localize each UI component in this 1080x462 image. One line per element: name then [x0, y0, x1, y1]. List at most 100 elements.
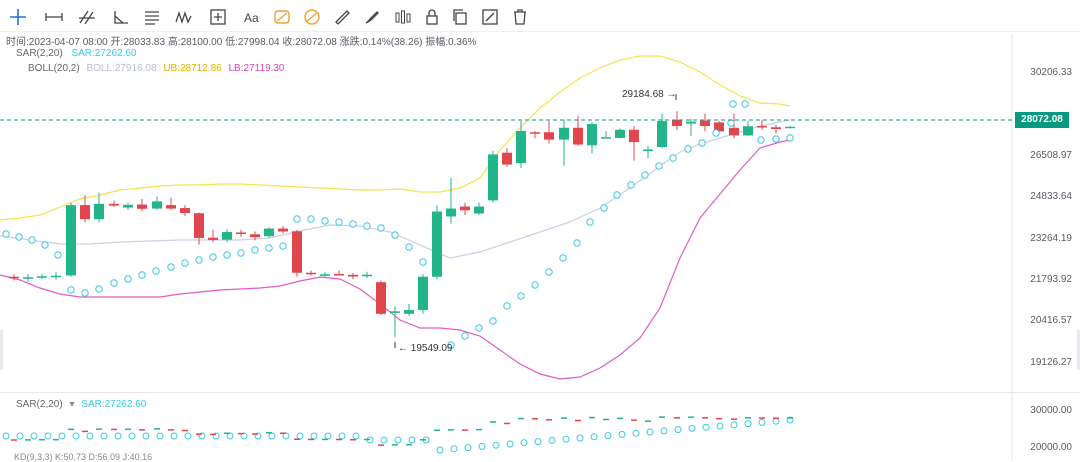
candle-body — [474, 206, 484, 214]
candle-body — [9, 276, 19, 279]
sar-dot — [405, 243, 413, 251]
fib-retracement-icon[interactable] — [272, 8, 292, 26]
candle-body — [446, 208, 456, 217]
sub-sar-dot — [310, 432, 318, 440]
sar-dot — [772, 135, 780, 143]
sar-dot — [377, 224, 385, 232]
sar-dot — [586, 218, 594, 226]
horizontal-line-icon[interactable] — [44, 8, 64, 26]
ruler-icon[interactable] — [332, 8, 352, 26]
sar-dot — [335, 218, 343, 226]
sar-dot — [669, 154, 677, 162]
sub-sar-dot — [114, 432, 122, 440]
sub-sar-dot — [646, 428, 654, 436]
sar-dot — [124, 275, 132, 283]
kd-indicator-row[interactable]: KD(9,3,3) K:50.73 D:56.09 J:40.16 — [14, 452, 153, 462]
change-value: 0.14%(38.26) — [362, 37, 423, 48]
sub-sar-dot — [492, 441, 500, 449]
sar-indicator-row[interactable]: SAR(2,20) SAR:27262.60 — [16, 48, 137, 59]
sar-indicator-name: SAR(2,20) — [16, 48, 63, 59]
open-value: 28033.83 — [123, 37, 166, 48]
left-scroll-handle[interactable] — [0, 330, 3, 370]
chevron-down-icon[interactable]: ▾ — [69, 399, 75, 410]
sub-sar-dot — [170, 432, 178, 440]
boll-mid-value: BOLL:27916.08 — [86, 63, 157, 74]
edit-icon[interactable] — [480, 8, 500, 26]
candle-body — [686, 121, 696, 124]
price-tick: 23264.19 — [1030, 233, 1072, 244]
boll-indicator-row[interactable]: BOLL(20,2) BOLL:27916.08 UB:28712.86 LB:… — [28, 63, 284, 74]
candle-body — [51, 275, 61, 278]
ohlc-info-bar: 时间:2023-04-07 08:00 开:28033.83 高:28100.0… — [6, 33, 476, 48]
lock-icon[interactable] — [422, 8, 442, 26]
sar-dot — [559, 254, 567, 262]
candle-body — [544, 132, 554, 140]
sub-sar-dot — [296, 432, 304, 440]
sar-dot — [712, 129, 720, 137]
sar-indicator-value: SAR:27262.60 — [71, 48, 137, 59]
candle-body — [559, 127, 569, 140]
parallel-lines-icon[interactable] — [77, 8, 97, 26]
right-scroll-handle[interactable] — [1077, 330, 1080, 370]
text-icon[interactable]: Aa — [242, 8, 262, 26]
sar-dot — [517, 292, 525, 300]
sub-tick: 20000.00 — [1030, 442, 1072, 453]
text-lines-icon[interactable] — [142, 8, 162, 26]
sar-dot — [181, 259, 189, 267]
sar-dot — [195, 256, 203, 264]
candle-body — [390, 311, 400, 313]
sar-dot — [461, 332, 469, 340]
candle-body — [94, 203, 104, 220]
sub-sar-dot — [268, 432, 276, 440]
sar-dot — [545, 268, 553, 276]
candles-icon[interactable] — [393, 8, 413, 26]
sub-sar-dot — [674, 426, 682, 434]
sar-dot — [655, 162, 663, 170]
boll-lb-value: LB:27119.30 — [228, 63, 285, 74]
sar-dot — [727, 119, 735, 127]
wave-pattern-icon[interactable] — [174, 8, 194, 26]
candle-body — [573, 127, 583, 145]
add-frame-icon[interactable] — [208, 8, 228, 26]
candle-body — [292, 231, 302, 273]
low-label: 低: — [225, 37, 238, 48]
sub-sar-dot — [520, 439, 528, 447]
sub-sar-dot — [394, 436, 402, 444]
candle-body — [418, 276, 428, 311]
high-marker-value: 29184.68 — [622, 89, 664, 100]
sub-sar-dot — [352, 432, 360, 440]
sub-sar-dot — [562, 435, 570, 443]
sub-sar-dot — [100, 432, 108, 440]
angle-ruler-icon[interactable] — [111, 8, 131, 26]
drawing-toolbar: Aa — [0, 0, 1080, 34]
price-tick: 19126.27 — [1030, 357, 1072, 368]
sub-sar-dot — [338, 432, 346, 440]
candle-body — [643, 149, 653, 152]
sub-sar-row[interactable]: SAR(2,20) ▾ SAR:27262.60 — [16, 399, 146, 410]
candle-body — [601, 137, 611, 139]
sar-dot — [67, 286, 75, 294]
candle-body — [502, 152, 512, 165]
sub-sar-dot — [128, 432, 136, 440]
sub-sar-dot — [618, 430, 626, 438]
sar-dot — [279, 242, 287, 250]
candle-body — [348, 274, 358, 277]
high-marker-label: 29184.68 → — [622, 89, 677, 100]
sub-sar-dot — [660, 427, 668, 435]
candle-body — [530, 132, 540, 134]
boll-ub-value: UB:28712.86 — [163, 63, 222, 74]
brush-icon[interactable] — [362, 8, 382, 26]
sub-sar-dot — [758, 418, 766, 426]
boll-indicator-name: BOLL(20,2) — [28, 63, 80, 74]
sar-dot — [419, 258, 427, 266]
sub-sar-dot — [16, 432, 24, 440]
sub-sar-dot — [716, 422, 724, 430]
trash-icon[interactable] — [510, 8, 530, 26]
copy-icon[interactable] — [450, 8, 470, 26]
crosshair-icon[interactable] — [8, 8, 28, 26]
candle-body — [757, 126, 767, 128]
fib-circle-icon[interactable] — [302, 8, 322, 26]
candle-body — [222, 232, 232, 240]
close-label: 收: — [282, 37, 296, 48]
